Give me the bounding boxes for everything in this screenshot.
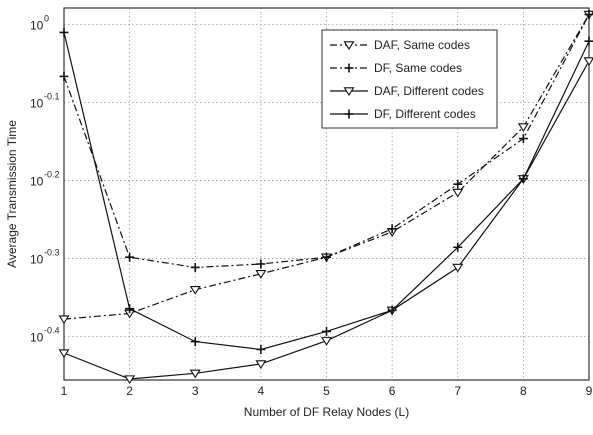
legend-label: DAF, Different codes bbox=[374, 84, 484, 98]
legend-item: DF, Different codes bbox=[330, 107, 476, 121]
svg-text:-0.2: -0.2 bbox=[44, 169, 60, 179]
data-point-plus bbox=[322, 326, 331, 336]
svg-text:-0.3: -0.3 bbox=[44, 247, 60, 257]
data-point-triangle bbox=[583, 57, 593, 67]
plot-frame bbox=[63, 7, 590, 381]
svg-text:-0.1: -0.1 bbox=[44, 92, 60, 102]
legend-label: DF, Different codes bbox=[374, 107, 476, 121]
x-tick-label: 3 bbox=[192, 384, 199, 398]
data-point-plus bbox=[59, 71, 69, 81]
data-point-plus bbox=[453, 242, 463, 252]
data-point-plus bbox=[190, 337, 200, 347]
y-tick-label: 10 0 bbox=[30, 14, 49, 33]
data-point-plus bbox=[256, 344, 266, 354]
data-point-triangle bbox=[58, 349, 70, 359]
data-point-triangle bbox=[452, 263, 464, 273]
x-tick-label: 5 bbox=[323, 384, 330, 398]
legend: DAF, Same codes DF, Same codes DAF, Differ… bbox=[321, 29, 498, 129]
legend-item: DAF, Different codes bbox=[330, 84, 484, 98]
data-point-plus bbox=[584, 36, 593, 46]
series-layer bbox=[58, 10, 593, 385]
x-tick-label: 1 bbox=[61, 384, 68, 398]
x-tick-label: 9 bbox=[586, 384, 593, 398]
data-point-triangle bbox=[255, 270, 267, 279]
x-tick-label: 6 bbox=[389, 384, 396, 398]
data-point-plus bbox=[125, 252, 135, 262]
data-point-triangle bbox=[321, 337, 332, 346]
data-point-plus bbox=[518, 174, 528, 184]
data-point-plus bbox=[387, 224, 397, 234]
series-4 bbox=[59, 27, 593, 354]
svg-text:10: 10 bbox=[30, 97, 44, 111]
y-tick-label: 10 -0.2 bbox=[30, 169, 60, 188]
data-point-triangle bbox=[189, 369, 201, 379]
data-point-triangle bbox=[343, 41, 355, 51]
x-tick-label: 7 bbox=[454, 384, 461, 398]
x-tick-label: 4 bbox=[258, 384, 265, 398]
data-point-plus bbox=[453, 179, 463, 189]
y-tick-label: 10-0.3 bbox=[30, 247, 60, 266]
data-point-plus bbox=[518, 134, 528, 144]
svg-text:0: 0 bbox=[44, 14, 49, 24]
data-point-triangle bbox=[124, 375, 136, 385]
series-2 bbox=[59, 10, 593, 272]
data-point-triangle bbox=[452, 188, 464, 198]
data-point-plus bbox=[584, 10, 593, 20]
data-point-plus bbox=[256, 259, 266, 269]
y-axis-label: Average Transmission Time bbox=[5, 120, 19, 268]
data-point-triangle bbox=[517, 123, 529, 133]
data-point-plus bbox=[387, 305, 397, 315]
data-point-triangle bbox=[189, 285, 201, 295]
legend-item: DF, Same codes bbox=[330, 61, 462, 75]
data-point-plus bbox=[322, 252, 331, 262]
y-tick-label: 10 -0.4 bbox=[30, 325, 60, 344]
data-point-triangle bbox=[255, 360, 267, 370]
svg-text:10: 10 bbox=[30, 174, 44, 188]
series-3 bbox=[58, 57, 593, 385]
x-tick-label: 2 bbox=[126, 384, 133, 398]
x-axis-label: Number of DF Relay Nodes (L) bbox=[244, 405, 409, 419]
legend-label: DAF, Same codes bbox=[374, 38, 470, 52]
y-tick-label: 10 -0.1 bbox=[30, 92, 60, 111]
grid bbox=[63, 8, 590, 380]
data-point-plus bbox=[344, 63, 354, 73]
svg-text:10: 10 bbox=[30, 330, 44, 344]
data-point-triangle bbox=[343, 87, 355, 97]
tick-labels: 1 2 3 4 5 6 7 8 910 010 -0.110 -0.210-0.310 -0.4 bbox=[30, 14, 593, 398]
legend-item: DAF, Same codes bbox=[330, 38, 470, 52]
svg-text:10: 10 bbox=[30, 252, 44, 266]
data-point-plus bbox=[125, 304, 135, 314]
data-point-plus bbox=[344, 109, 354, 119]
data-point-triangle bbox=[58, 315, 70, 325]
svg-text:10: 10 bbox=[30, 19, 44, 33]
svg-text:-0.4: -0.4 bbox=[44, 325, 60, 335]
legend-label: DF, Same codes bbox=[374, 61, 462, 75]
data-point-plus bbox=[59, 27, 69, 37]
x-tick-label: 8 bbox=[520, 384, 527, 398]
data-point-plus bbox=[190, 262, 200, 272]
